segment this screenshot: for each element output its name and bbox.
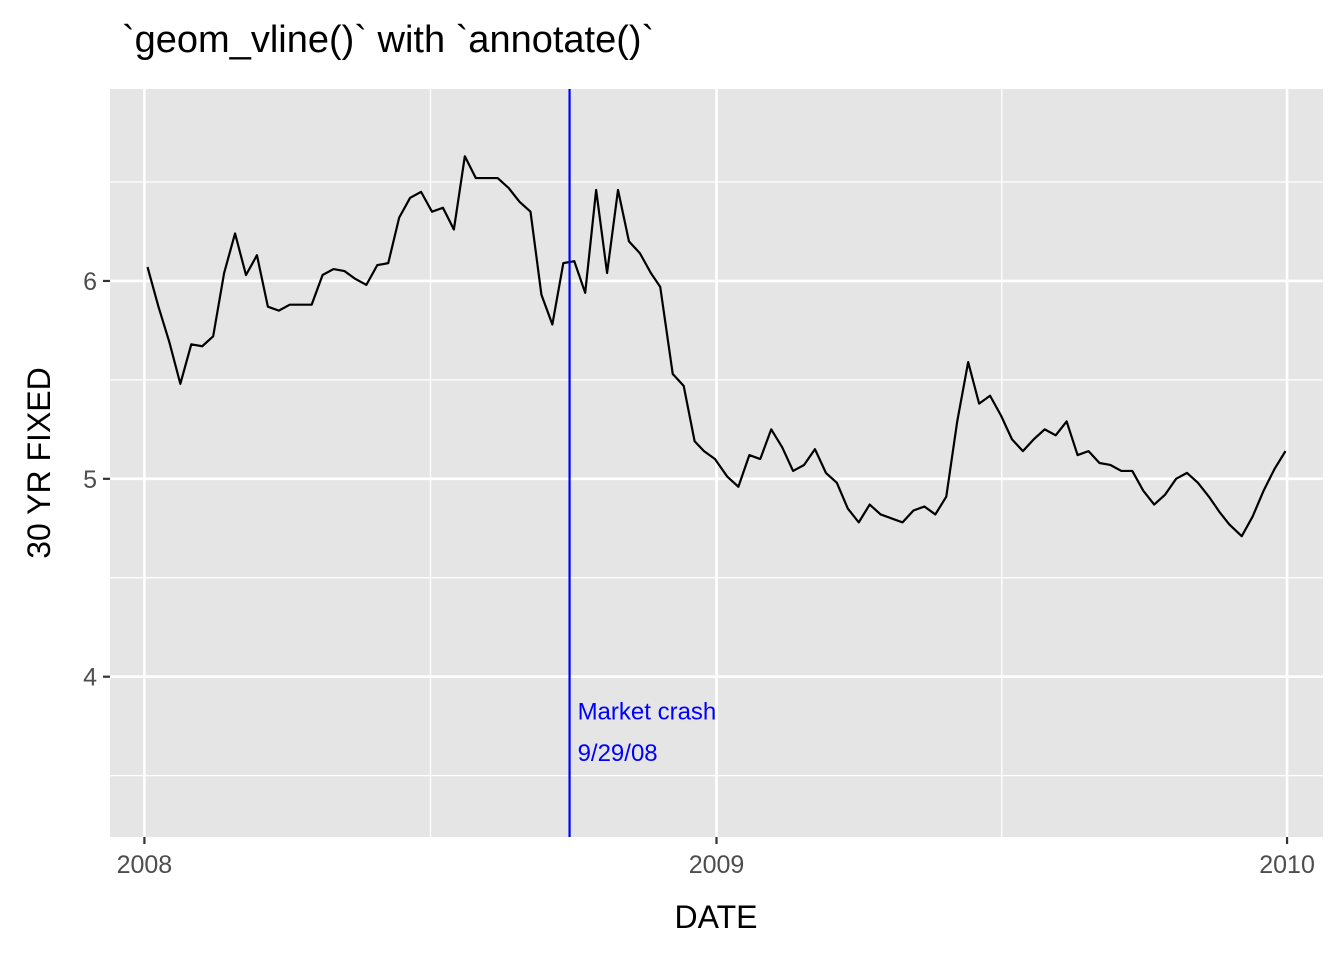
y-tick-label: 6: [83, 268, 97, 296]
x-axis-title: DATE: [675, 899, 758, 935]
y-tick-label: 5: [83, 466, 97, 494]
x-tick-label: 2008: [117, 851, 173, 879]
annotation-date: 9/29/08: [578, 740, 658, 767]
series-line: [146, 155, 1287, 538]
annotation-market-crash: Market crash: [578, 698, 717, 725]
y-tick-label: 4: [83, 664, 97, 692]
x-tick-label: 2010: [1259, 851, 1315, 879]
x-axis-ticks: 2008 2009 2010: [117, 837, 1315, 879]
y-axis-ticks: 4 5 6: [83, 268, 110, 692]
y-axis-title: 30 YR FIXED: [21, 367, 57, 558]
chart-title: `geom_vline()` with `annotate()`: [122, 19, 654, 61]
x-tick-label: 2009: [689, 851, 745, 879]
